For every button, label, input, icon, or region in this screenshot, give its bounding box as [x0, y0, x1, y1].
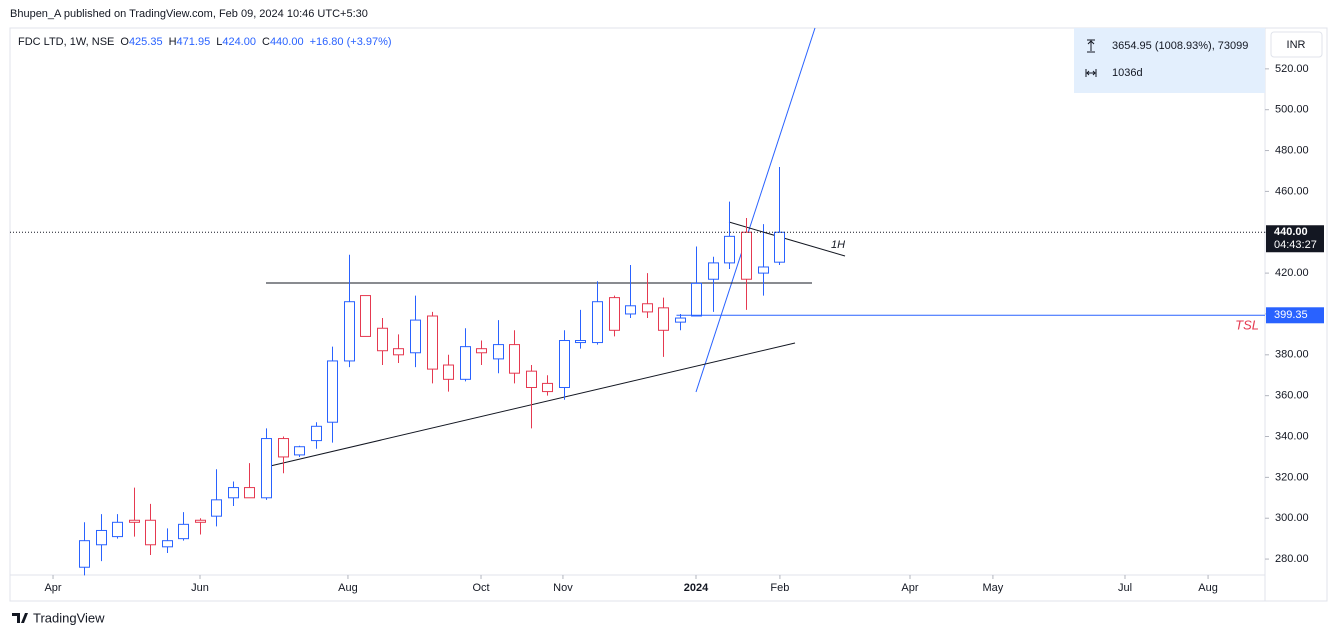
- candle-body: [559, 340, 570, 388]
- candle-body: [344, 301, 355, 362]
- legend: FDC LTD, 1W, NSE O425.35 H471.95 L424.00 C44…: [18, 36, 392, 48]
- candle-body: [575, 340, 586, 344]
- legend-key: L: [216, 36, 222, 48]
- measure-span: 1036d: [1112, 67, 1143, 79]
- candle-body: [509, 344, 520, 374]
- candle-body: [625, 305, 636, 315]
- candle-body: [112, 521, 123, 538]
- candle-body: [758, 266, 769, 274]
- y-tick-label: 380.00: [1275, 349, 1309, 361]
- measure-icon: [1087, 39, 1095, 53]
- y-tick-label: 300.00: [1275, 512, 1309, 524]
- x-tick-label: Apr: [44, 582, 61, 594]
- footer: TradingView: [33, 610, 105, 625]
- candle-body: [724, 235, 735, 264]
- candle-body: [360, 295, 371, 337]
- trend-line: [728, 221, 846, 257]
- measure-range: 3654.95 (1008.93%), 73099: [1112, 40, 1248, 52]
- candle-body: [741, 231, 752, 280]
- candle-body: [278, 438, 289, 458]
- x-tick-label: Aug: [1198, 582, 1218, 594]
- legend-key: H: [169, 36, 177, 48]
- y-tick-label: 460.00: [1275, 185, 1309, 197]
- currency-box[interactable]: [1270, 31, 1323, 58]
- x-tick-label: Oct: [472, 582, 489, 594]
- y-tick-label: 520.00: [1275, 63, 1309, 75]
- candle-body: [476, 348, 487, 354]
- candle-body: [609, 297, 620, 331]
- candle-body: [642, 303, 653, 313]
- last-price-badge: [1266, 225, 1324, 253]
- publisher: Bhupen_A published on TradingView.com, F…: [10, 8, 368, 20]
- x-tick-label: May: [983, 582, 1004, 594]
- legend-value: 471.95: [177, 36, 211, 48]
- y-tick-label: 280.00: [1275, 553, 1309, 565]
- legend-symbol: FDC LTD, 1W, NSE: [18, 36, 114, 48]
- legend-key: C: [262, 36, 270, 48]
- y-tick-label: 360.00: [1275, 390, 1309, 402]
- candle-body: [327, 360, 338, 423]
- y-tick-label: 500.00: [1275, 104, 1309, 116]
- tsl-name: TSL: [1235, 318, 1259, 333]
- frame: [9, 27, 1328, 602]
- candle-body: [393, 348, 404, 356]
- candle-body: [294, 446, 305, 456]
- candle-body: [460, 346, 471, 380]
- candle-body: [377, 327, 388, 352]
- candle-body: [427, 315, 438, 370]
- plot: [79, 166, 785, 576]
- candle-body: [443, 364, 454, 380]
- legend-value: 425.35: [129, 36, 163, 48]
- tsl-badge: [1266, 307, 1324, 324]
- y-tick-label: 480.00: [1275, 144, 1309, 156]
- candle-body: [79, 540, 90, 568]
- tsl-label: 399.35: [1274, 309, 1308, 321]
- y-tick-label: 320.00: [1275, 471, 1309, 483]
- annotation: 1H: [831, 239, 845, 251]
- trend-line: [695, 27, 816, 393]
- candle-body: [129, 519, 140, 523]
- legend-value: 424.00: [222, 36, 256, 48]
- last-price-label: 440.00: [1274, 226, 1308, 238]
- candle-body: [195, 519, 206, 523]
- candle-body: [261, 438, 272, 499]
- x-tick-label: Feb: [770, 582, 789, 594]
- candle-body: [493, 344, 504, 360]
- x-tick-label: Apr: [901, 582, 918, 594]
- candle-body: [410, 319, 421, 354]
- candle-body: [592, 301, 603, 344]
- candle-body: [96, 529, 107, 546]
- candle-body: [162, 540, 173, 548]
- countdown: 04:43:27: [1274, 239, 1317, 251]
- trend-line: [265, 342, 796, 468]
- x-tick-label: Nov: [553, 582, 573, 594]
- legend-change: +16.80 (+3.97%): [310, 36, 392, 48]
- candle-body: [211, 499, 222, 517]
- candle-body: [774, 231, 785, 263]
- logo: [12, 613, 28, 623]
- candle-body: [178, 523, 189, 540]
- candle-body: [691, 282, 702, 317]
- candle-body: [658, 307, 669, 331]
- currency[interactable]: INR: [1287, 39, 1306, 51]
- measure-icon: [1085, 69, 1097, 77]
- x-tick-label: Jul: [1118, 582, 1132, 594]
- legend-key: O: [120, 36, 129, 48]
- x-tick-label: 2024: [684, 582, 709, 594]
- candle-body: [311, 425, 322, 442]
- candle-body: [145, 519, 156, 546]
- legend-value: 440.00: [270, 36, 304, 48]
- candle-body: [542, 382, 553, 393]
- candle-body: [708, 262, 719, 280]
- x-tick-label: Jun: [191, 582, 209, 594]
- y-tick-label: 420.00: [1275, 267, 1309, 279]
- candle-body: [526, 370, 537, 388]
- measure-box: [1074, 28, 1265, 93]
- candle-body: [228, 487, 239, 499]
- y-tick-label: 340.00: [1275, 430, 1309, 442]
- candle-body: [675, 317, 686, 323]
- candle-body: [244, 487, 255, 499]
- x-tick-label: Aug: [338, 582, 358, 594]
